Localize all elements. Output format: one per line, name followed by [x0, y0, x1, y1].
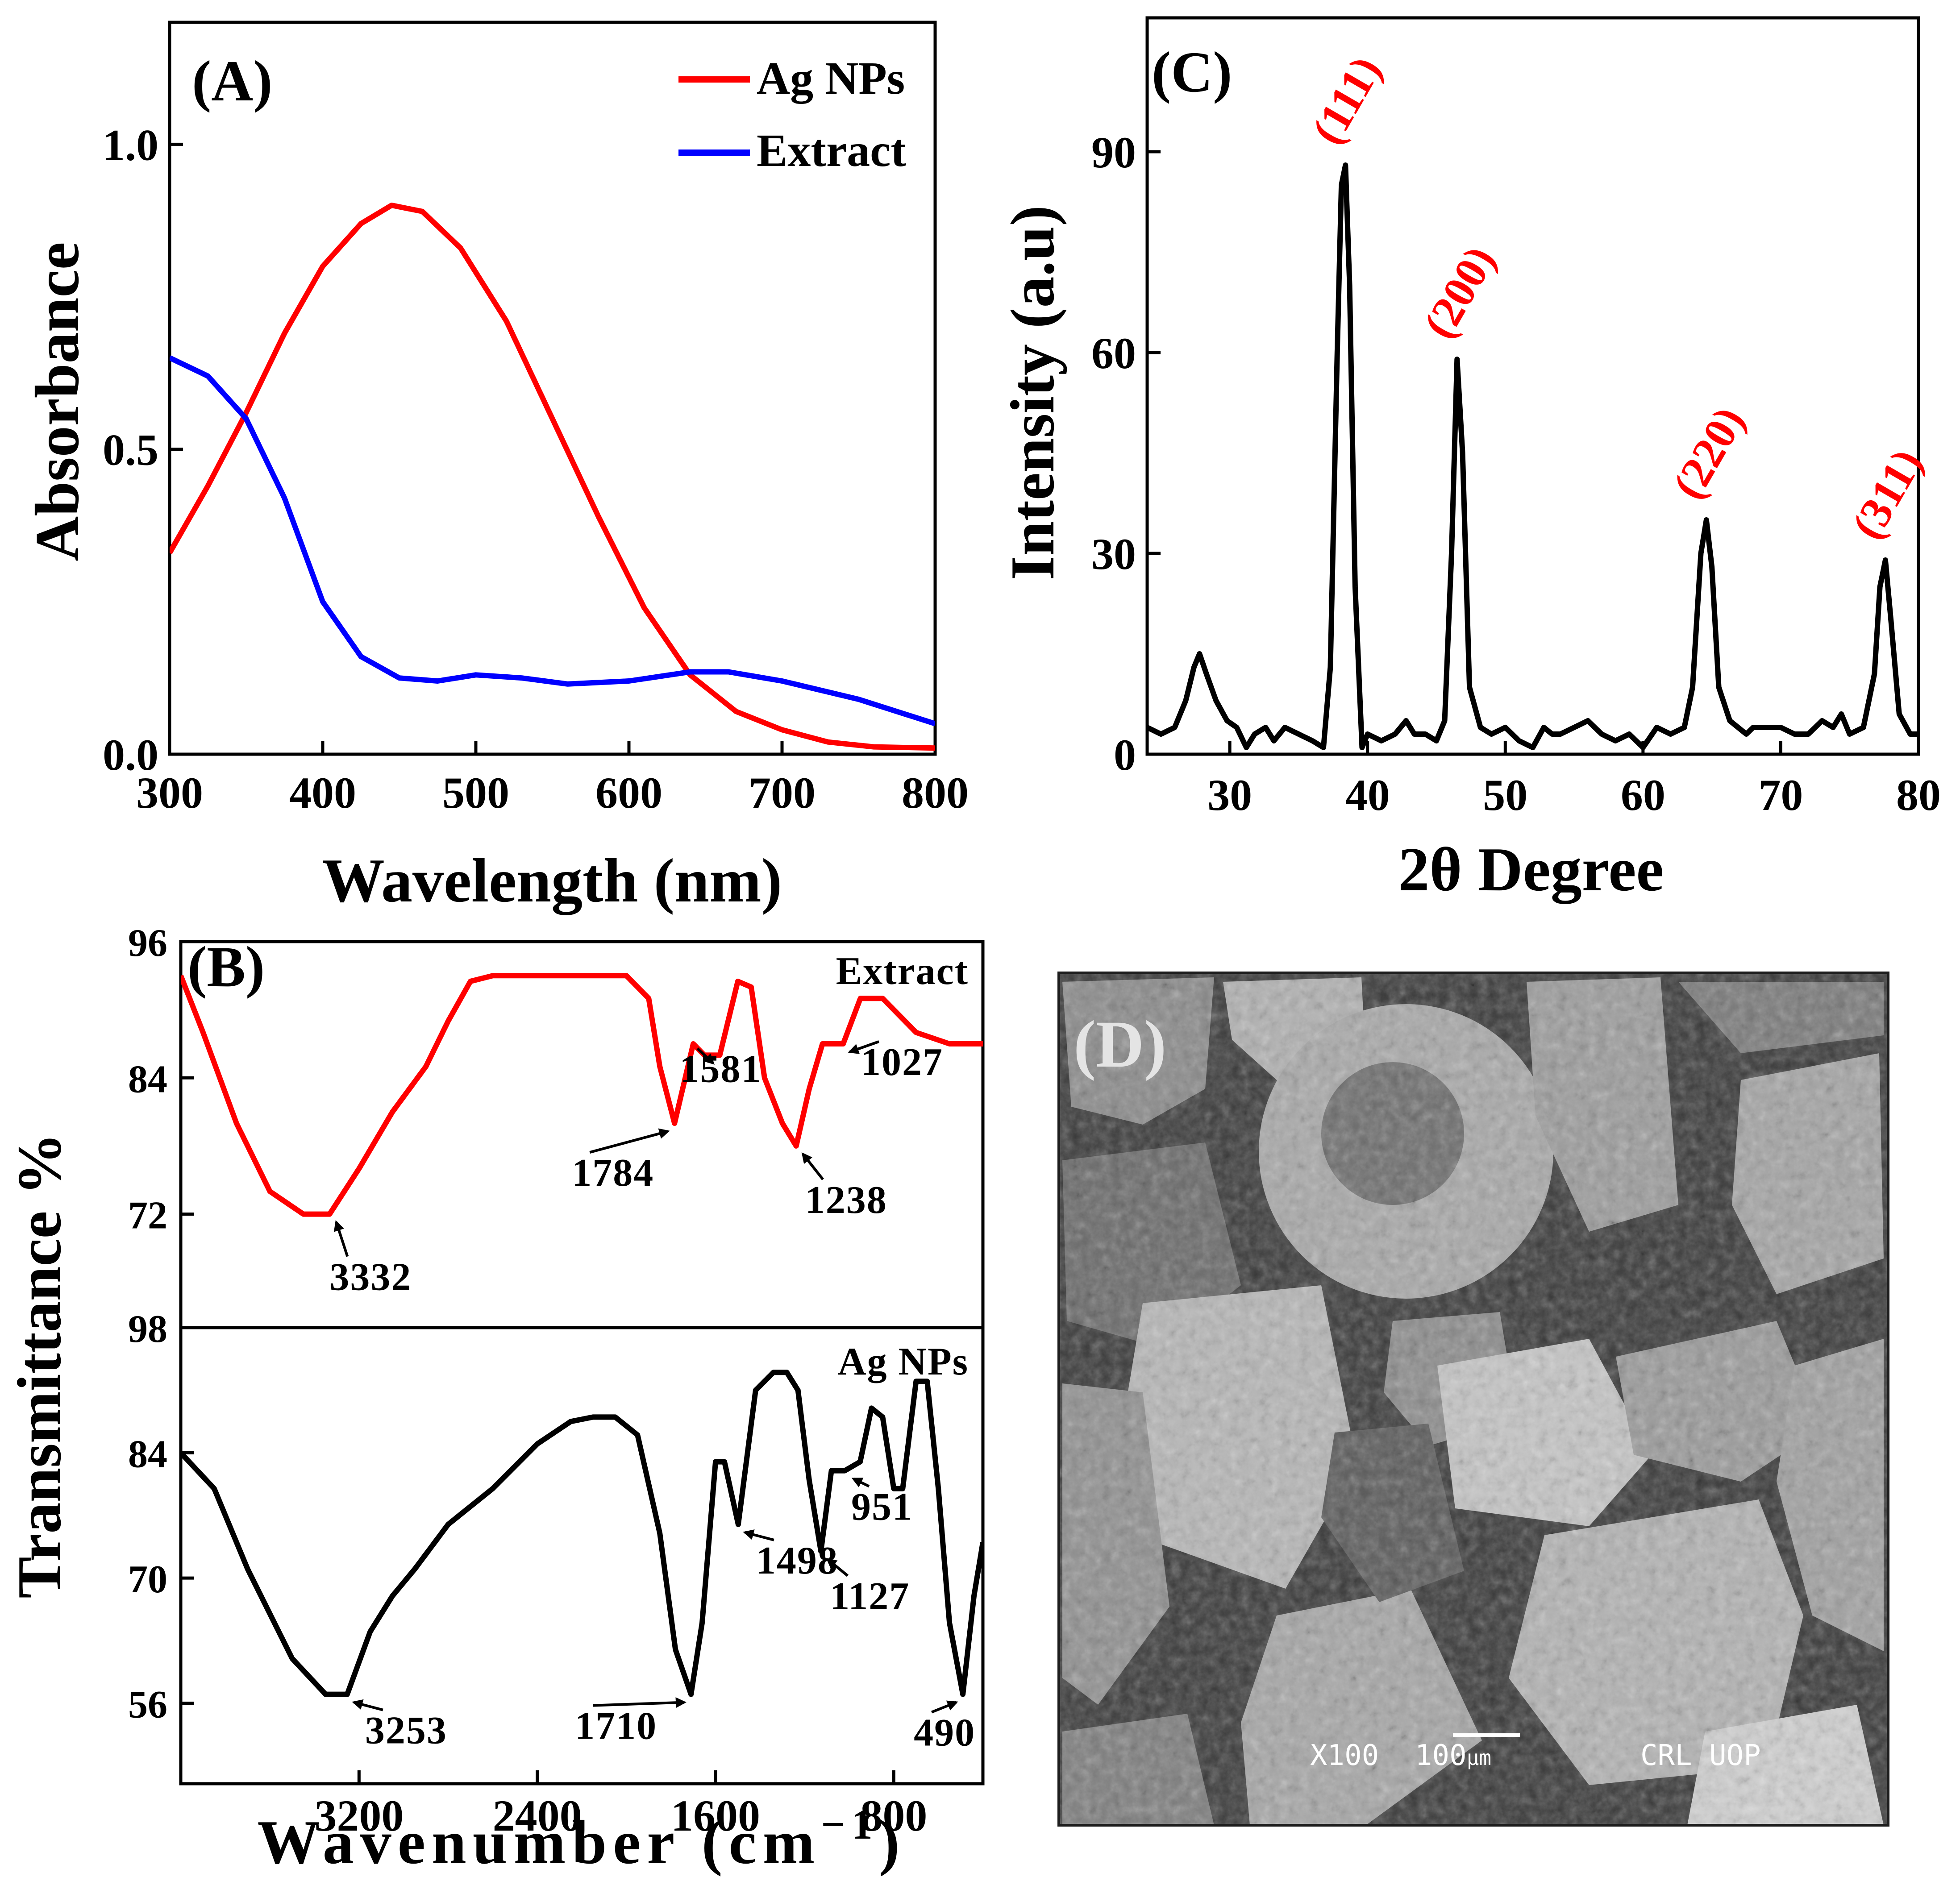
uv-agnps-line: [170, 203, 935, 751]
panel-c-xtick-label: 80: [1896, 770, 1941, 820]
panel-a-ytick-label: 0.5: [103, 425, 158, 475]
panel-b-xlabel-main: Wavenumber (cm: [257, 1808, 821, 1877]
panel-c-ytick-label: 60: [1091, 328, 1136, 378]
panel-b-xtick-label: 1600: [671, 1791, 760, 1840]
ftir-annotation-label: 490: [914, 1711, 975, 1755]
ftir-annotation-label: 1127: [830, 1575, 910, 1618]
panel-b-extract-title: Extract: [836, 950, 969, 993]
sem-lab-label: CRL UOP: [1640, 1739, 1761, 1772]
sem-magnification: X100: [1310, 1739, 1379, 1772]
sem-image: [1059, 973, 1888, 1825]
panel-a-xtick-label: 500: [442, 768, 509, 818]
panel-a-xlabel: Wavelength (nm): [322, 846, 782, 915]
panel-b-xlabel-sup: −1: [821, 1801, 879, 1848]
panel-c-ylabel: Intensity (a.u): [998, 205, 1067, 580]
xrd-peak-label: (111): [1302, 48, 1391, 152]
ftir-annotation-arrow: [589, 1128, 670, 1154]
ftir-annotation-arrow: [801, 1152, 824, 1180]
panel-b-ytick-label: 72: [128, 1194, 167, 1237]
panel-c-ytick-label: 30: [1091, 529, 1136, 579]
panel-d-label: (D): [1074, 1007, 1166, 1081]
ftir-annotation-label: 3332: [329, 1256, 412, 1299]
panel-a-xtick-label: 800: [902, 768, 969, 818]
panel-c-xlabel: 2θ Degree: [1398, 835, 1664, 904]
ftir-annotation-arrow: [851, 1477, 870, 1488]
panel-b-ytick-label: 70: [128, 1558, 167, 1601]
panel-b-ytick-label: 56: [128, 1683, 167, 1727]
panel-b-xtick-label: 800: [860, 1791, 927, 1840]
sem-scale-unit: µm: [1467, 1746, 1491, 1770]
panel-a-ytick-label: 0.0: [103, 730, 158, 780]
panel-b-xtick-label: 3200: [314, 1791, 404, 1840]
panel-a-xtick-label: 600: [595, 768, 662, 818]
panel-b-xlabel: Wavenumber (cm−1): [257, 1801, 906, 1877]
panel-a-uv-vis: 300 400 500 600 700 800 0.0 0.5 1.0 (A) Ag NPs E…: [23, 21, 969, 915]
panel-a-xtick-label: 300: [136, 768, 203, 818]
ftir-annotation-label: 3253: [365, 1709, 447, 1752]
ftir-annotation-label: 1498: [756, 1539, 838, 1582]
ftir-annotation-label: 951: [851, 1486, 913, 1529]
panel-c-ytick-label: 90: [1091, 128, 1136, 177]
panel-a-ytick-label: 1.0: [103, 120, 158, 170]
ftir-annotation-arrow: [333, 1220, 349, 1257]
legend-extract-label: Extract: [757, 125, 906, 176]
xrd-pattern-line: [1147, 162, 1918, 750]
ftir-annotation-arrow: [848, 1040, 880, 1054]
panel-c-xtick-label: 30: [1207, 770, 1252, 820]
ftir-annotation-arrow: [696, 1047, 715, 1065]
ftir-annotation-label: 1710: [575, 1705, 657, 1748]
panel-c-axes-frame: [1145, 16, 1920, 756]
xrd-peak-label: (220): [1663, 399, 1754, 507]
ftir-extract-line: [181, 973, 983, 1217]
sem-scale-number: 100: [1415, 1739, 1467, 1772]
xrd-peak-labels: (111)(200)(220) (311): [1302, 48, 1932, 547]
panel-a-ticks: 300 400 500 600 700 800 0.0 0.5 1.0: [103, 120, 969, 818]
panel-b-ylabel: Transmittance %: [5, 1133, 74, 1598]
panel-a-label: (A): [192, 49, 272, 113]
panel-b-agnps-title: Ag NPs: [838, 1340, 969, 1383]
panel-c-xtick-label: 50: [1483, 770, 1527, 820]
xrd-peak-label: (200): [1414, 238, 1505, 346]
sem-scale-value: 100µm: [1415, 1739, 1491, 1772]
panel-b-axes-frame: [179, 940, 985, 1786]
ftir-annotation-arrow: [592, 1697, 687, 1708]
panel-d-sem: (D) X100 100µm CRL UOP: [1057, 972, 1889, 1827]
ftir-annotation-label: 1784: [572, 1151, 654, 1195]
panel-b-ticks: 3200 2400 1600 800 96 84 72 98 84 70 56: [128, 922, 927, 1840]
panel-c-xtick-label: 70: [1758, 770, 1803, 820]
ftir-annotation-arrow: [743, 1529, 774, 1541]
uv-extract-line: [170, 355, 935, 727]
panel-c-xtick-label: 60: [1621, 770, 1665, 820]
ftir-annotation-label: 1238: [805, 1179, 887, 1222]
panel-a-axes-frame: [168, 21, 937, 756]
panel-b-label: (B): [187, 935, 265, 999]
panel-b-ytick-label: 98: [128, 1308, 167, 1351]
ftir-annotation-arrow: [931, 1700, 958, 1714]
panel-c-label: (C): [1152, 40, 1232, 104]
ftir-annotation-label: 1581: [680, 1047, 762, 1091]
panel-b-xlabel-close: ): [879, 1808, 906, 1877]
ftir-agnps-line: [181, 1370, 983, 1697]
panel-b-ytick-label: 84: [128, 1433, 167, 1476]
ftir-annotation-label: 1027: [861, 1041, 943, 1084]
panel-a-xtick-label: 700: [749, 768, 816, 818]
panel-a-xtick-label: 400: [289, 768, 356, 818]
panel-c-ytick-label: 0: [1114, 730, 1136, 780]
legend-agnps-label: Ag NPs: [757, 53, 905, 104]
panel-c-xtick-label: 40: [1345, 770, 1390, 820]
panel-b-ftir: 3200 2400 1600 800 96 84 72 98 84 70 56 3332 1784 15…: [5, 922, 985, 1877]
ftir-annotation-arrow: [826, 1557, 849, 1577]
panel-b-ytick-label: 84: [128, 1058, 167, 1101]
panel-b-ytick-label: 96: [128, 922, 167, 965]
panel-b-xtick-label: 2400: [493, 1791, 582, 1840]
panel-a-ylabel: Absorbance: [23, 242, 92, 561]
sem-image-frame: [1057, 972, 1889, 1827]
panel-c-ticks: 30 40 50 60 70 80 0 30 60 90: [1091, 128, 1941, 820]
ftir-annotation-arrow: [352, 1699, 383, 1711]
